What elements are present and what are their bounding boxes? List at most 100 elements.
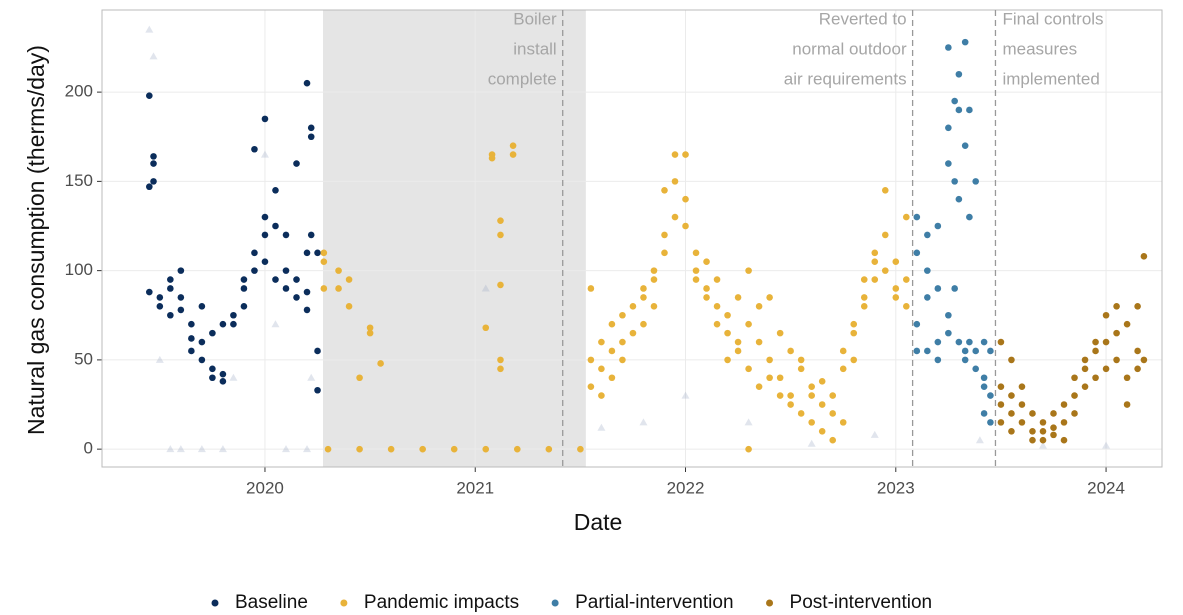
point [1060, 436, 1068, 444]
point [303, 249, 311, 257]
point [261, 258, 269, 266]
point [345, 276, 353, 283]
x-tick-label: 2024 [1087, 478, 1125, 497]
point [945, 124, 952, 132]
point [271, 320, 280, 328]
point [682, 195, 689, 203]
point [713, 276, 721, 283]
point [980, 374, 988, 382]
point [924, 347, 931, 355]
point [818, 401, 826, 408]
point [320, 249, 328, 257]
point [145, 25, 154, 33]
point [155, 355, 164, 363]
point [1039, 419, 1047, 426]
point [1071, 410, 1078, 417]
point [209, 374, 216, 382]
point [1140, 356, 1148, 364]
point [671, 213, 679, 221]
point [150, 160, 157, 167]
point [955, 70, 963, 78]
annotation: implemented [1002, 69, 1099, 88]
point [230, 311, 237, 319]
point [913, 213, 921, 221]
point [587, 285, 595, 292]
point [166, 445, 175, 453]
point [951, 285, 958, 292]
point [734, 347, 742, 355]
point [251, 267, 258, 274]
point [1140, 253, 1148, 260]
point [850, 356, 858, 364]
point [1071, 374, 1078, 382]
point [482, 445, 490, 453]
point [776, 329, 784, 337]
point [1029, 410, 1036, 417]
point [839, 365, 847, 373]
point [871, 249, 879, 257]
point [975, 436, 984, 444]
point [482, 324, 490, 332]
point [1081, 356, 1089, 364]
point [692, 267, 700, 274]
annotation: Reverted to [819, 9, 907, 28]
point [307, 133, 315, 141]
point [850, 329, 858, 337]
point [745, 365, 752, 373]
point [703, 285, 710, 292]
point [240, 303, 248, 310]
point [860, 303, 868, 310]
point [829, 392, 837, 399]
point [1134, 347, 1141, 355]
point [924, 267, 931, 274]
legend-marker [551, 599, 559, 607]
point [1102, 311, 1110, 319]
point [744, 418, 753, 426]
point [497, 356, 504, 364]
point [261, 213, 269, 221]
y-tick-label: 100 [65, 260, 93, 279]
point [692, 249, 700, 257]
point [1102, 365, 1110, 373]
point [597, 423, 606, 431]
point [745, 445, 752, 453]
point [1029, 427, 1036, 435]
point [251, 145, 258, 153]
point [513, 445, 521, 453]
point [150, 153, 157, 160]
point [219, 370, 227, 378]
point [945, 329, 952, 337]
point [987, 347, 994, 355]
legend-label: Post-intervention [790, 592, 933, 613]
point [282, 285, 290, 292]
point [724, 356, 731, 364]
point [945, 44, 952, 51]
point [966, 338, 973, 346]
point [945, 160, 952, 167]
point [787, 392, 794, 399]
point [1050, 424, 1057, 432]
point [681, 391, 690, 399]
point [972, 178, 979, 185]
point [608, 347, 616, 355]
legend-label: Baseline [235, 592, 308, 613]
point [293, 294, 300, 301]
point [320, 258, 328, 266]
point [797, 410, 805, 417]
point [1018, 401, 1026, 408]
point [903, 276, 910, 283]
point [1071, 392, 1078, 399]
point [177, 306, 185, 314]
y-tick-label: 150 [65, 171, 93, 190]
point [972, 365, 979, 373]
point [619, 338, 626, 346]
point [870, 430, 879, 438]
point [766, 356, 773, 364]
point [892, 285, 900, 292]
point [293, 160, 300, 167]
point [839, 347, 847, 355]
plot-border [101, 9, 1163, 468]
point [640, 320, 647, 328]
point [1060, 419, 1068, 426]
point [961, 142, 969, 149]
